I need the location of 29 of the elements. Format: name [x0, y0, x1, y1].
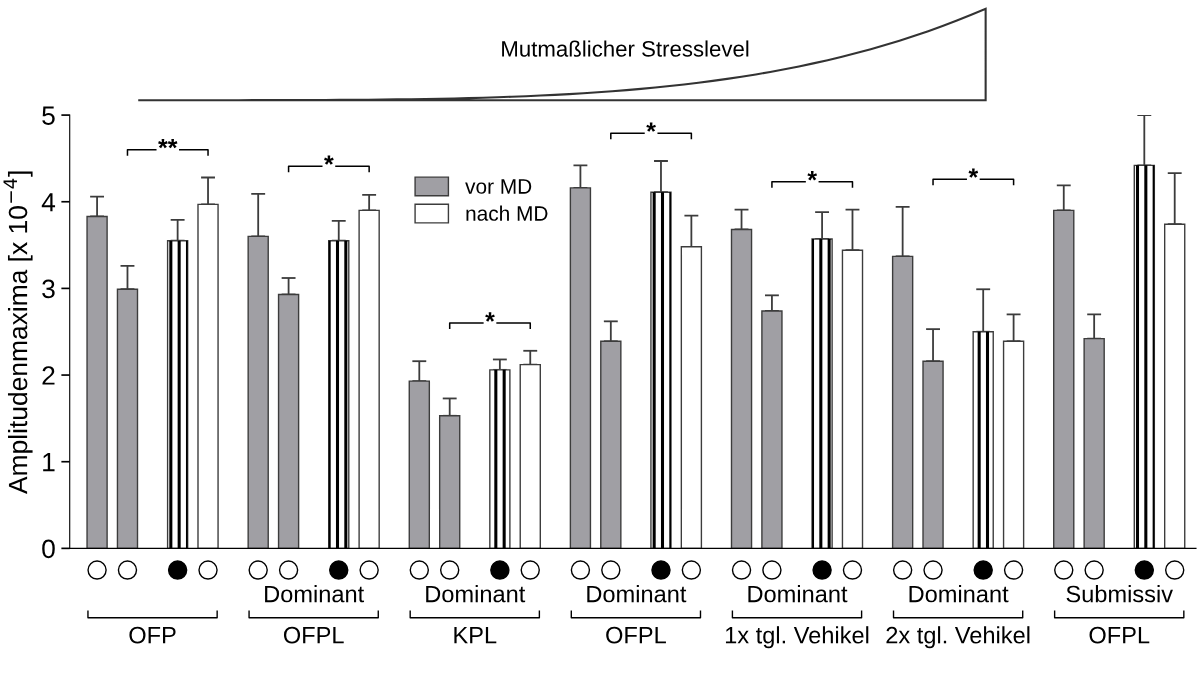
annotation: *: [324, 155, 334, 165]
y-tick-label: 3: [42, 279, 55, 299]
y-tick-label: 1: [43, 453, 55, 472]
annotation: *: [646, 122, 656, 132]
annotation: *: [807, 171, 818, 181]
annotation: *: [485, 312, 495, 322]
chart-title: Mutmaßlicher Stresslevel: [502, 40, 749, 57]
text: Dominant: [426, 585, 526, 603]
annotation: **: [158, 139, 178, 149]
legend-label: vor MD: [465, 179, 532, 194]
text: 1x tgl. Vehikel: [725, 626, 869, 649]
text: OFPL: [606, 626, 666, 644]
y-tick-label: 0: [42, 539, 55, 559]
y-axis-title: Amplitudenmaxima [x 10$^{−4}$]: [3, 171, 33, 494]
text: Dominant: [748, 585, 848, 603]
annotation: *: [968, 168, 979, 178]
text: Dominant: [587, 585, 687, 603]
text: OFPL: [283, 626, 344, 644]
text: OFPL: [1089, 626, 1150, 644]
y-tick-label: 4: [41, 193, 56, 212]
text: Submissiv: [1066, 585, 1173, 603]
text: 2x tgl. Vehikel: [886, 626, 1030, 649]
text: Dominant: [265, 585, 365, 603]
text: OFP: [129, 626, 176, 644]
y-tick-label: 2: [42, 366, 55, 385]
y-tick-label: 5: [42, 106, 55, 125]
legend-label: nach MD: [466, 205, 548, 221]
text: Dominant: [909, 585, 1009, 603]
text: KPL: [454, 627, 497, 644]
